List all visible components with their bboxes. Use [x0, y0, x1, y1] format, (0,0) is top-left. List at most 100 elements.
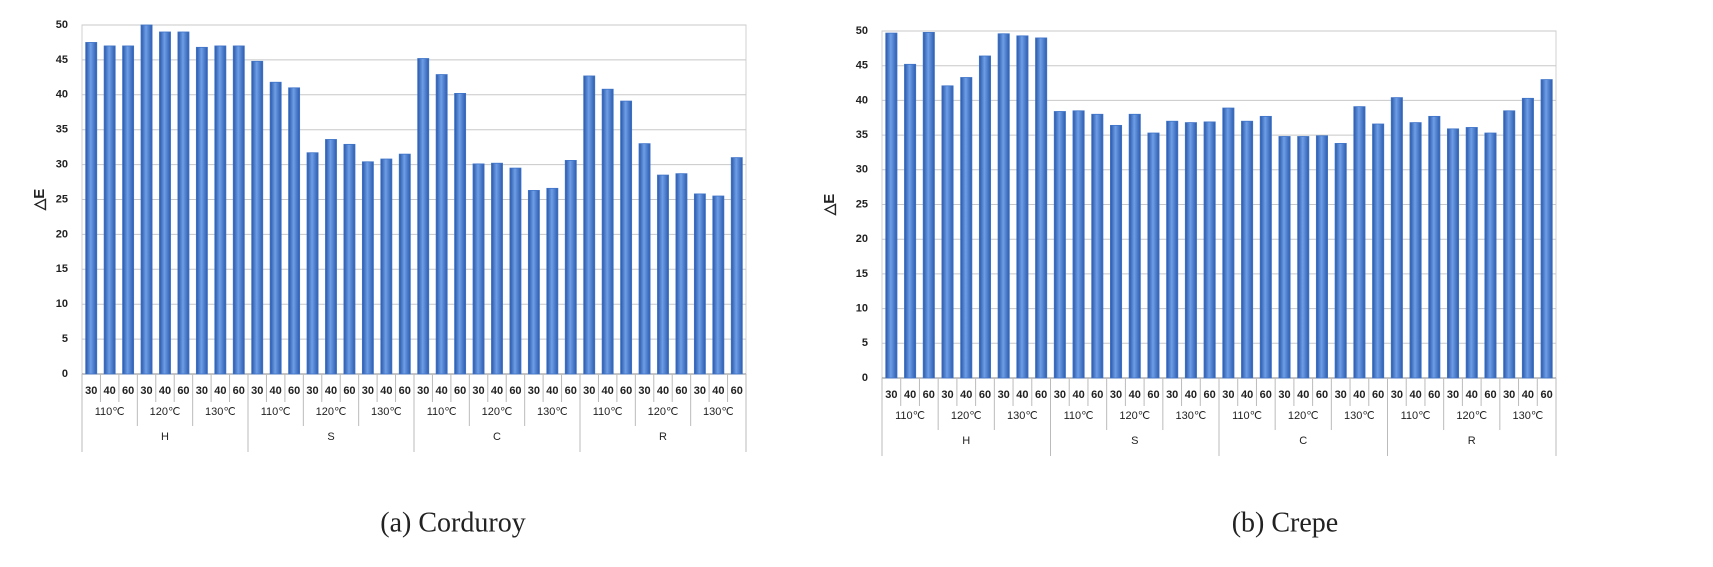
y-tick-label: 10 — [56, 298, 68, 310]
x-tick-label: 60 — [1091, 389, 1103, 401]
bar — [269, 81, 282, 375]
subcategory-label: 120℃ — [482, 406, 513, 418]
bar — [1278, 136, 1291, 379]
y-tick-label: 0 — [62, 368, 68, 380]
x-tick-label: 30 — [85, 385, 97, 397]
subcategory-label: 130℃ — [371, 406, 402, 418]
subcategory-label: 110℃ — [1401, 410, 1431, 422]
bar — [564, 160, 577, 375]
subcategory-label: 130℃ — [1007, 410, 1038, 422]
y-axis-label: △E — [821, 194, 838, 217]
bar — [941, 85, 954, 379]
subcategory-label: 110℃ — [1232, 410, 1262, 422]
bar — [454, 93, 467, 375]
x-tick-label: 40 — [491, 385, 503, 397]
x-tick-label: 30 — [941, 389, 953, 401]
bar — [1390, 97, 1403, 379]
x-tick-label: 40 — [104, 385, 116, 397]
x-tick-label: 40 — [325, 385, 337, 397]
x-tick-label: 60 — [1147, 389, 1159, 401]
subcategory-label: 130℃ — [1176, 410, 1207, 422]
bar — [1315, 135, 1328, 379]
bar — [417, 58, 430, 375]
x-tick-label: 40 — [657, 385, 669, 397]
subcategory-label: 110℃ — [1064, 410, 1094, 422]
subcategory-label: 110℃ — [895, 410, 925, 422]
bar — [306, 152, 319, 375]
x-tick-label: 40 — [712, 385, 724, 397]
bar — [1353, 106, 1366, 379]
x-tick-label: 30 — [885, 389, 897, 401]
x-tick-label: 40 — [1072, 389, 1084, 401]
x-tick-label: 60 — [731, 385, 743, 397]
bar — [1540, 79, 1553, 379]
bar — [712, 195, 725, 375]
x-tick-label: 40 — [1185, 389, 1197, 401]
x-tick-label: 30 — [528, 385, 540, 397]
bar — [398, 153, 411, 375]
y-tick-label: 25 — [56, 193, 68, 205]
bar — [1372, 123, 1385, 379]
subcategory-label: 110℃ — [427, 406, 457, 418]
bar — [978, 55, 991, 379]
x-tick-label: 30 — [1335, 389, 1347, 401]
x-tick-label: 40 — [270, 385, 282, 397]
subcategory-label: 130℃ — [537, 406, 568, 418]
x-tick-label: 60 — [1428, 389, 1440, 401]
bar — [1222, 107, 1235, 379]
x-tick-label: 60 — [1541, 389, 1553, 401]
caption: (b) Crepe — [1232, 507, 1339, 538]
y-tick-label: 20 — [856, 233, 868, 245]
group-label: S — [327, 431, 334, 443]
x-tick-label: 60 — [454, 385, 466, 397]
bar — [435, 74, 448, 375]
bar — [546, 187, 559, 375]
y-tick-label: 0 — [862, 372, 868, 384]
x-tick-label: 30 — [1166, 389, 1178, 401]
subcategory-label: 110℃ — [95, 406, 125, 418]
y-tick-label: 15 — [856, 268, 868, 280]
y-tick-label: 35 — [856, 129, 868, 141]
bar — [232, 45, 245, 375]
bar — [214, 45, 227, 375]
bar — [638, 143, 651, 375]
subcategory-label: 110℃ — [593, 406, 623, 418]
x-tick-label: 30 — [1391, 389, 1403, 401]
x-tick-label: 60 — [675, 385, 687, 397]
x-tick-label: 40 — [214, 385, 226, 397]
bar — [1465, 127, 1478, 379]
bar — [1016, 35, 1029, 379]
subcategory-label: 120℃ — [1119, 410, 1150, 422]
bar — [1072, 110, 1085, 379]
y-tick-label: 45 — [56, 54, 68, 66]
bar — [1166, 120, 1179, 379]
x-tick-label: 60 — [122, 385, 134, 397]
x-tick-label: 40 — [960, 389, 972, 401]
bar — [904, 63, 917, 379]
x-tick-label: 30 — [583, 385, 595, 397]
x-tick-label: 40 — [904, 389, 916, 401]
subcategory-label: 120℃ — [951, 410, 982, 422]
bar — [1334, 143, 1347, 379]
bar — [1147, 132, 1160, 379]
y-tick-label: 5 — [62, 333, 68, 345]
bar — [343, 143, 356, 375]
x-tick-label: 40 — [159, 385, 171, 397]
x-tick-label: 40 — [1016, 389, 1028, 401]
subcategory-label: 120℃ — [1456, 410, 1487, 422]
group-label: H — [962, 435, 970, 447]
bar — [997, 33, 1010, 379]
subcategory-label: 120℃ — [150, 406, 181, 418]
bar — [527, 190, 540, 375]
bar — [1447, 128, 1460, 379]
x-tick-label: 30 — [1054, 389, 1066, 401]
y-tick-label: 40 — [56, 89, 68, 101]
x-tick-label: 30 — [196, 385, 208, 397]
x-tick-label: 30 — [638, 385, 650, 397]
bar — [1259, 115, 1272, 379]
bar — [251, 60, 264, 375]
x-tick-label: 30 — [306, 385, 318, 397]
x-tick-label: 60 — [1035, 389, 1047, 401]
group-label: S — [1131, 435, 1138, 447]
